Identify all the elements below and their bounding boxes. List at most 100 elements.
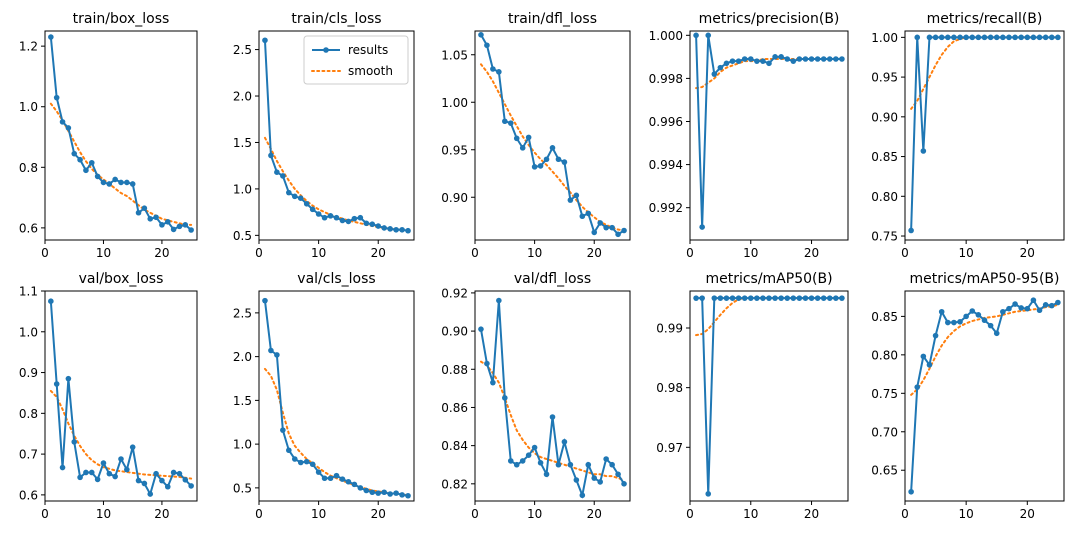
data-point xyxy=(478,326,484,332)
y-tick-label: 0.88 xyxy=(441,363,468,377)
y-tick-label: 0.90 xyxy=(441,325,468,339)
data-point xyxy=(1018,305,1024,311)
data-point xyxy=(741,56,748,62)
data-point xyxy=(519,458,526,464)
legend-results-marker xyxy=(323,47,329,53)
data-point xyxy=(1006,305,1012,312)
data-point xyxy=(1030,297,1037,304)
y-tick-label: 0.70 xyxy=(871,425,898,439)
panel-title: val/dfl_loss xyxy=(514,271,591,287)
data-point xyxy=(507,120,514,126)
panel-title: metrics/recall(B) xyxy=(927,11,1043,27)
y-tick-label: 0.6 xyxy=(19,221,38,235)
data-point xyxy=(699,224,705,230)
x-tick-label: 0 xyxy=(255,246,263,260)
data-point xyxy=(567,197,574,203)
y-tick-label: 0.98 xyxy=(656,381,683,395)
results-line xyxy=(263,300,409,497)
data-point xyxy=(507,458,514,464)
data-point xyxy=(1055,299,1061,306)
data-point xyxy=(164,219,171,225)
data-point xyxy=(1042,34,1049,41)
data-point xyxy=(621,227,627,234)
data-point xyxy=(327,475,334,482)
data-point xyxy=(303,458,310,465)
data-point xyxy=(496,69,502,75)
data-point xyxy=(303,200,310,207)
y-tick-label: 0.6 xyxy=(19,488,38,502)
data-point xyxy=(129,444,136,450)
data-point xyxy=(1036,34,1043,41)
data-point xyxy=(969,34,976,41)
x-tick-label: 0 xyxy=(255,507,263,521)
data-point xyxy=(94,476,101,483)
data-point xyxy=(802,295,809,301)
data-point xyxy=(369,489,376,496)
y-tick-label: 0.994 xyxy=(649,158,683,172)
x-tick-label: 0 xyxy=(471,246,479,260)
data-point xyxy=(490,379,496,386)
data-point xyxy=(129,181,136,187)
x-tick-label: 20 xyxy=(587,507,602,521)
data-point xyxy=(291,456,298,462)
data-point xyxy=(585,210,592,217)
data-point xyxy=(573,477,580,483)
y-tick-label: 1.0 xyxy=(19,325,38,339)
x-tick-label: 20 xyxy=(1020,507,1035,521)
data-point xyxy=(375,223,382,229)
panel-title: train/box_loss xyxy=(73,11,170,27)
data-point xyxy=(112,473,118,480)
data-point xyxy=(484,360,490,367)
data-point xyxy=(124,466,130,473)
data-point xyxy=(833,56,839,62)
data-point xyxy=(153,214,159,221)
data-point xyxy=(333,214,340,221)
data-point xyxy=(286,189,292,196)
data-point xyxy=(71,150,78,157)
y-tick-label: 1.1 xyxy=(19,285,38,299)
results-line xyxy=(49,36,192,231)
data-point xyxy=(387,491,393,497)
data-point xyxy=(525,134,532,141)
x-tick-label: 0 xyxy=(901,246,909,260)
x-tick-label: 10 xyxy=(527,246,542,260)
data-point xyxy=(603,224,609,231)
y-tick-label: 1.000 xyxy=(649,29,683,43)
panel-metrics-recall-b: metrics/recall(B) 0 10 20 0.75 0.80 0.85 0.90 0.… xyxy=(871,11,1065,260)
y-tick-label: 0.86 xyxy=(441,401,468,415)
results-line xyxy=(480,34,625,236)
data-point xyxy=(159,222,165,228)
y-tick-label: 0.82 xyxy=(441,477,468,491)
data-point xyxy=(496,297,502,304)
x-tick-label: 20 xyxy=(804,507,819,521)
data-point xyxy=(291,193,298,200)
data-point xyxy=(297,195,304,201)
data-point xyxy=(579,492,586,499)
y-tick-label: 0.80 xyxy=(871,190,898,204)
x-tick-label: 10 xyxy=(959,246,974,260)
y-tick-label: 1.5 xyxy=(233,136,252,150)
y-tick-label: 0.9 xyxy=(19,366,38,380)
y-tick-label: 1.5 xyxy=(233,394,252,408)
y-tick-label: 0.8 xyxy=(19,161,38,175)
data-point xyxy=(772,295,778,301)
data-point xyxy=(48,34,54,40)
data-point xyxy=(106,181,113,187)
x-tick-label: 10 xyxy=(311,246,326,260)
data-point xyxy=(717,64,724,71)
x-tick-label: 10 xyxy=(96,507,111,521)
data-point xyxy=(693,295,699,301)
x-tick-label: 0 xyxy=(471,507,479,521)
legend-results-label: results xyxy=(348,43,388,57)
data-point xyxy=(573,192,580,199)
data-point xyxy=(94,173,101,180)
x-tick-label: 0 xyxy=(686,246,694,260)
data-point xyxy=(772,54,778,60)
data-point xyxy=(53,381,60,387)
data-point xyxy=(531,444,538,451)
data-point xyxy=(549,145,556,151)
data-point xyxy=(784,56,791,62)
data-point xyxy=(268,152,274,159)
data-point xyxy=(938,34,945,41)
data-point xyxy=(729,295,736,301)
